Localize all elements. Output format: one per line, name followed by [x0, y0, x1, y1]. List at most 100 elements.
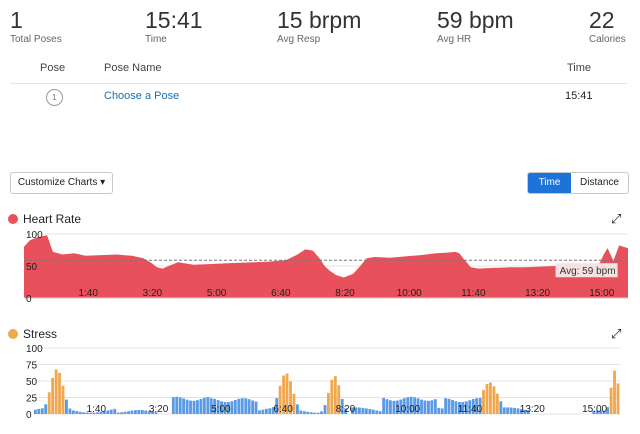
stat-value: 15 brpm	[277, 7, 362, 33]
stress-bar	[54, 369, 58, 414]
stress-bar	[399, 399, 403, 414]
x-tick-label: 5:00	[211, 404, 231, 415]
stress-bar	[185, 399, 189, 414]
stat-label: Calories	[589, 34, 626, 45]
stat-label: Avg HR	[437, 34, 472, 45]
stress-bar	[461, 402, 465, 414]
stress-bar	[402, 398, 406, 414]
stress-bar	[206, 397, 210, 414]
stress-bar	[333, 376, 337, 414]
customize-charts-button[interactable]: Customize Charts ▾	[10, 172, 113, 194]
stress-bar	[85, 412, 89, 414]
stress-bar	[371, 409, 375, 414]
stress-bar	[327, 392, 330, 414]
stat-label: Avg Resp	[277, 34, 321, 45]
stress-bar	[444, 398, 448, 414]
expand-icon[interactable]: ⤢	[611, 211, 622, 226]
stress-bar	[47, 392, 51, 414]
heart-rate-dot-icon	[8, 214, 18, 224]
stress-bar	[413, 397, 417, 414]
stress-bar	[409, 396, 413, 414]
stress-bar	[192, 400, 196, 414]
stress-bar	[58, 372, 61, 414]
stress-bar	[392, 400, 396, 414]
stress-bar	[351, 407, 354, 414]
time-toggle-button[interactable]: Time	[528, 173, 571, 193]
x-tick-label: 8:20	[336, 404, 356, 415]
x-tick-label: 3:20	[149, 404, 169, 415]
stress-bar	[296, 404, 299, 414]
stress-bar	[616, 383, 620, 414]
stress-bar	[144, 410, 148, 414]
stress-bar	[171, 397, 175, 414]
stress-bar	[495, 393, 499, 414]
stress-bar	[89, 412, 93, 414]
stress-bar	[513, 407, 516, 414]
x-tick-label: 6:40	[271, 288, 291, 299]
stress-bar	[134, 410, 137, 414]
pose-time: 15:41	[565, 90, 593, 102]
stress-bar	[430, 400, 434, 414]
y-tick-label: 25	[26, 394, 38, 405]
stress-bar	[282, 375, 286, 414]
heart-rate-legend: Heart Rate	[8, 212, 81, 226]
stress-bar	[378, 411, 382, 414]
stress-bar	[606, 407, 610, 414]
stress-bar	[364, 408, 368, 414]
x-tick-label: 1:40	[87, 404, 107, 415]
x-tick-label: 13:20	[525, 288, 550, 299]
stress-bar	[361, 407, 365, 414]
stress-bar	[447, 398, 451, 414]
stat-label: Total Poses	[10, 34, 62, 45]
stress-bar	[189, 400, 192, 414]
stress-dot-icon	[8, 329, 18, 339]
stress-bar	[223, 402, 227, 414]
stress-bar	[340, 399, 344, 414]
stress-bar	[268, 408, 272, 414]
stress-bar	[516, 408, 520, 414]
stress-bar	[354, 407, 358, 414]
y-tick-label: 100	[26, 344, 43, 355]
stress-bar	[420, 399, 423, 414]
stress-bar	[406, 397, 410, 414]
choose-pose-link[interactable]: Choose a Pose	[104, 90, 180, 102]
stress-bar	[137, 410, 141, 414]
stress-bar	[451, 400, 454, 414]
stress-bar	[506, 407, 510, 414]
y-tick-label: 75	[26, 361, 38, 372]
stress-bar	[485, 383, 489, 414]
stress-bar	[602, 410, 606, 414]
y-tick-label: 100	[26, 230, 43, 241]
stress-bar	[309, 412, 313, 414]
y-tick-label: 0	[26, 410, 32, 421]
table-row: 1 Choose a Pose 15:41	[10, 88, 627, 110]
stat-value: 22	[589, 7, 615, 33]
stress-bar	[502, 407, 506, 414]
stress-bar	[423, 400, 427, 414]
stress-bar	[337, 385, 341, 414]
stress-bar	[385, 399, 389, 414]
stress-bar	[199, 399, 203, 414]
stress-bar	[258, 410, 261, 414]
stress-bar	[478, 397, 482, 414]
stat-total-poses: 1 Total Poses	[10, 6, 62, 46]
stress-bar	[523, 409, 527, 414]
stress-bar	[520, 409, 523, 414]
stress-bar	[96, 412, 99, 414]
stress-bar	[509, 407, 513, 414]
stress-bar	[99, 411, 103, 414]
expand-icon[interactable]: ⤢	[611, 326, 622, 341]
stress-bar	[65, 399, 68, 414]
stress-bar	[433, 399, 437, 414]
stress-bar	[613, 370, 616, 414]
stress-bar	[492, 386, 496, 414]
distance-toggle-button[interactable]: Distance	[580, 177, 619, 188]
stress-bar	[265, 408, 268, 414]
stress-bar	[244, 398, 248, 414]
x-tick-label: 1:40	[78, 288, 98, 299]
stress-bar	[182, 398, 186, 414]
stat-value: 1	[10, 7, 23, 33]
time-distance-toggle: Time Distance	[527, 172, 629, 194]
stress-bar	[330, 379, 334, 414]
average-label-box	[555, 263, 618, 278]
